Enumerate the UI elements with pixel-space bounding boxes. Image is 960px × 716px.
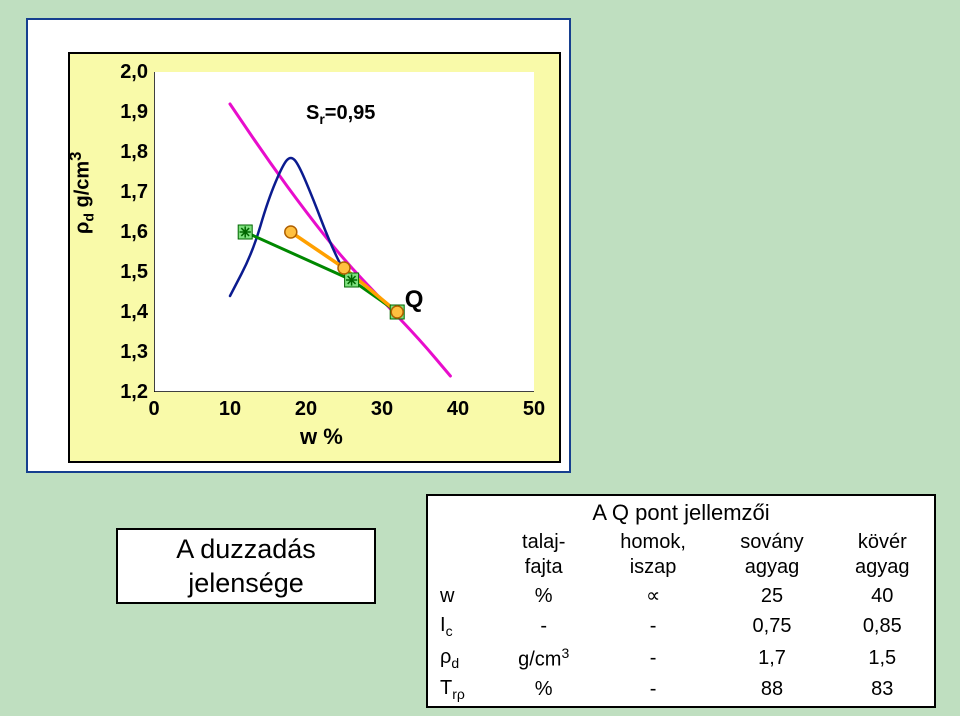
x-tick-label: 0 — [134, 398, 174, 421]
q-point-label: Q — [405, 286, 424, 314]
q-properties-table: A Q pont jellemzői talaj- fajta homok, i… — [426, 494, 936, 708]
caption-line-2: jelensége — [188, 568, 304, 598]
row-unit: % — [495, 674, 593, 706]
cell: 1,7 — [713, 643, 830, 675]
y-tick-label: 1,3 — [104, 341, 148, 364]
y-tick-label: 1,5 — [104, 261, 148, 284]
table-row: w % ∝ 25 40 — [428, 582, 934, 611]
x-tick-label: 50 — [514, 398, 554, 421]
chart-outer-frame: ρd g/cm3 1,21,31,41,51,61,71,81,92,0 010… — [26, 18, 571, 473]
cell: - — [593, 611, 714, 643]
cell: 83 — [831, 674, 934, 706]
y-tick-label: 1,7 — [104, 181, 148, 204]
caption-box: A duzzadás jelensége — [116, 528, 376, 604]
table-title: A Q pont jellemzői — [428, 496, 934, 528]
table-row: ρd g/cm3 - 1,7 1,5 — [428, 643, 934, 675]
row-label-rhod: ρd — [428, 643, 495, 675]
table-header-row: talaj- fajta homok, iszap sovány agyag k… — [428, 528, 934, 582]
cell: 40 — [831, 582, 934, 611]
chart-panel: ρd g/cm3 1,21,31,41,51,61,71,81,92,0 010… — [68, 52, 561, 463]
y-tick-label: 2,0 — [104, 61, 148, 84]
row-unit: - — [495, 611, 593, 643]
x-tick-label: 40 — [438, 398, 478, 421]
row-unit: g/cm3 — [495, 643, 593, 675]
row-label-ic: Ic — [428, 611, 495, 643]
cell: 88 — [713, 674, 830, 706]
cell: ∝ — [593, 582, 714, 611]
sr-annotation: Sr=0,95 — [306, 102, 375, 127]
x-axis-label: w % — [300, 424, 343, 450]
x-tick-label: 20 — [286, 398, 326, 421]
y-tick-label: 1,9 — [104, 101, 148, 124]
cell: 0,85 — [831, 611, 934, 643]
data-table: talaj- fajta homok, iszap sovány agyag k… — [428, 528, 934, 706]
table-row: Trρ % - 88 83 — [428, 674, 934, 706]
row-label-w: w — [428, 582, 495, 611]
header-sovany: sovány agyag — [713, 528, 830, 582]
x-tick-label: 10 — [210, 398, 250, 421]
x-tick-label: 30 — [362, 398, 402, 421]
y-tick-label: 1,4 — [104, 301, 148, 324]
header-homok: homok, iszap — [593, 528, 714, 582]
cell: 0,75 — [713, 611, 830, 643]
header-kover: kövér agyag — [831, 528, 934, 582]
y-tick-label: 1,6 — [104, 221, 148, 244]
row-unit: % — [495, 582, 593, 611]
y-axis-label: ρd g/cm3 — [66, 152, 97, 234]
caption-line-1: A duzzadás — [176, 534, 316, 564]
blank-cell — [428, 528, 495, 582]
cell: 25 — [713, 582, 830, 611]
cell: 1,5 — [831, 643, 934, 675]
y-tick-label: 1,8 — [104, 141, 148, 164]
row-label-tr: Trρ — [428, 674, 495, 706]
table-row: Ic - - 0,75 0,85 — [428, 611, 934, 643]
cell: - — [593, 674, 714, 706]
header-talaj: talaj- fajta — [495, 528, 593, 582]
cell: - — [593, 643, 714, 675]
